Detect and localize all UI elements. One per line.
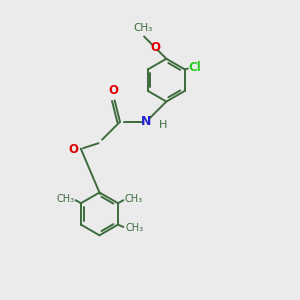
Text: Cl: Cl	[188, 61, 201, 74]
Text: CH₃: CH₃	[56, 194, 74, 204]
Text: O: O	[150, 41, 160, 54]
Text: O: O	[108, 84, 118, 97]
Text: CH₃: CH₃	[124, 194, 143, 204]
Text: CH₃: CH₃	[125, 223, 144, 233]
Text: N: N	[141, 115, 151, 128]
Text: H: H	[159, 120, 167, 130]
Text: CH₃: CH₃	[133, 22, 152, 33]
Text: O: O	[69, 142, 79, 156]
